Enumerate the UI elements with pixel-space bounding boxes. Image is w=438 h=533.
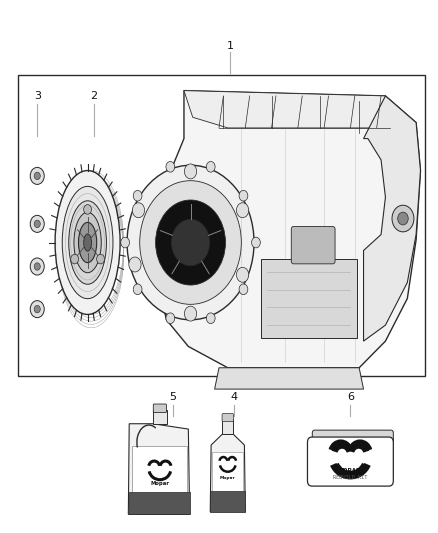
Text: REBUILD KIT: REBUILD KIT: [333, 475, 367, 480]
Ellipse shape: [338, 442, 363, 468]
Circle shape: [132, 203, 145, 217]
Circle shape: [155, 200, 226, 285]
Text: 5: 5: [170, 392, 177, 402]
Circle shape: [166, 161, 175, 172]
Circle shape: [30, 301, 44, 318]
Polygon shape: [364, 96, 420, 341]
FancyBboxPatch shape: [129, 492, 190, 514]
Circle shape: [34, 263, 40, 270]
Text: Mopar: Mopar: [220, 476, 236, 480]
Text: 3: 3: [34, 91, 41, 101]
Circle shape: [34, 172, 40, 180]
Ellipse shape: [69, 201, 106, 284]
Circle shape: [239, 190, 248, 201]
Ellipse shape: [55, 171, 120, 314]
FancyBboxPatch shape: [222, 419, 233, 434]
Circle shape: [127, 165, 254, 320]
Polygon shape: [128, 424, 190, 514]
Ellipse shape: [74, 212, 101, 273]
Circle shape: [398, 212, 408, 225]
Circle shape: [206, 161, 215, 172]
Ellipse shape: [71, 254, 78, 264]
Circle shape: [140, 181, 241, 304]
Ellipse shape: [84, 234, 92, 251]
Circle shape: [237, 268, 249, 282]
Polygon shape: [158, 91, 420, 368]
Text: Mopar: Mopar: [150, 481, 170, 487]
Polygon shape: [215, 368, 364, 389]
FancyBboxPatch shape: [153, 410, 167, 424]
Text: MOPAR: MOPAR: [340, 468, 361, 474]
FancyBboxPatch shape: [307, 437, 393, 486]
Text: 4: 4: [231, 392, 238, 402]
Circle shape: [184, 306, 197, 321]
Text: 2: 2: [91, 91, 98, 101]
Circle shape: [34, 305, 40, 313]
Ellipse shape: [78, 222, 97, 263]
Circle shape: [34, 220, 40, 228]
Text: 1: 1: [226, 41, 233, 51]
Circle shape: [166, 313, 175, 324]
Circle shape: [172, 220, 209, 265]
Circle shape: [184, 164, 197, 179]
Circle shape: [392, 205, 414, 232]
Circle shape: [133, 190, 142, 201]
FancyBboxPatch shape: [132, 446, 187, 497]
Ellipse shape: [97, 254, 105, 264]
Polygon shape: [210, 434, 245, 512]
FancyBboxPatch shape: [210, 491, 245, 512]
FancyBboxPatch shape: [291, 227, 335, 264]
Circle shape: [121, 237, 130, 248]
FancyBboxPatch shape: [261, 259, 357, 338]
Bar: [18, 75, 425, 376]
Ellipse shape: [62, 187, 113, 298]
Circle shape: [30, 215, 44, 232]
Circle shape: [129, 257, 141, 272]
Circle shape: [251, 237, 260, 248]
Circle shape: [133, 284, 142, 295]
Circle shape: [206, 313, 215, 324]
Circle shape: [30, 167, 44, 184]
Ellipse shape: [84, 205, 92, 214]
Text: 6: 6: [347, 392, 354, 402]
Circle shape: [30, 258, 44, 275]
FancyBboxPatch shape: [222, 414, 233, 422]
Circle shape: [239, 284, 248, 295]
FancyBboxPatch shape: [312, 430, 393, 445]
FancyBboxPatch shape: [153, 404, 166, 413]
Polygon shape: [184, 91, 399, 128]
Circle shape: [237, 203, 249, 217]
FancyBboxPatch shape: [212, 452, 243, 494]
Polygon shape: [389, 439, 393, 481]
